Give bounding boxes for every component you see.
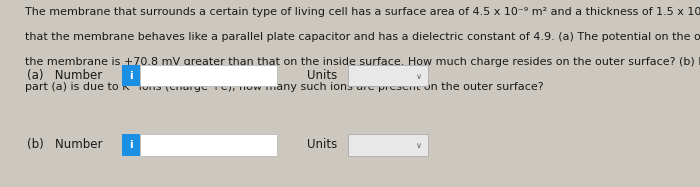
FancyBboxPatch shape <box>348 134 428 156</box>
Text: that the membrane behaves like a parallel plate capacitor and has a dielectric c: that the membrane behaves like a paralle… <box>25 32 700 42</box>
Text: i: i <box>130 140 133 150</box>
FancyBboxPatch shape <box>122 65 140 86</box>
Text: Units: Units <box>307 69 337 82</box>
Text: part (a) is due to K⁺ ions (charge +e), how many such ions are present on the ou: part (a) is due to K⁺ ions (charge +e), … <box>25 82 543 92</box>
Text: (b)   Number: (b) Number <box>27 138 102 151</box>
Text: The membrane that surrounds a certain type of living cell has a surface area of : The membrane that surrounds a certain ty… <box>25 7 700 16</box>
Text: i: i <box>130 71 133 81</box>
Text: the membrane is +70.8 mV greater than that on the inside surface. How much charg: the membrane is +70.8 mV greater than th… <box>25 57 700 67</box>
FancyBboxPatch shape <box>140 65 276 86</box>
Text: ∨: ∨ <box>416 141 422 150</box>
FancyBboxPatch shape <box>348 65 428 86</box>
FancyBboxPatch shape <box>140 134 276 156</box>
Text: (a)   Number: (a) Number <box>27 69 102 82</box>
Text: Units: Units <box>307 138 337 151</box>
FancyBboxPatch shape <box>122 134 140 156</box>
Text: ∨: ∨ <box>416 72 422 81</box>
